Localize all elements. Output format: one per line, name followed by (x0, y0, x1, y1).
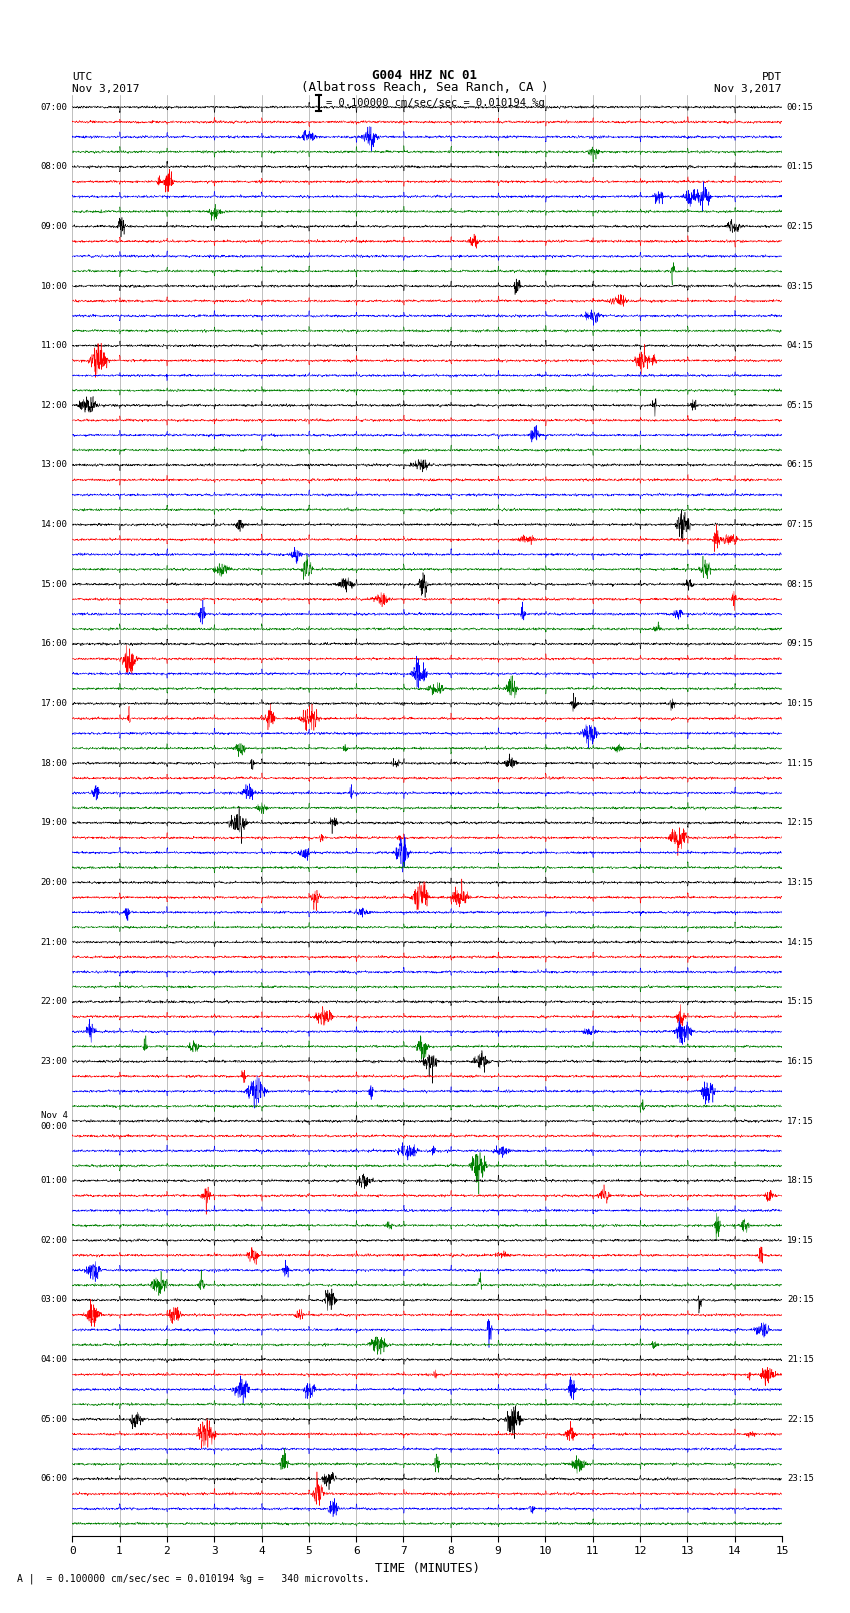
Text: Nov 3,2017: Nov 3,2017 (72, 84, 139, 94)
Text: UTC: UTC (72, 73, 93, 82)
Text: = 0.100000 cm/sec/sec = 0.010194 %g: = 0.100000 cm/sec/sec = 0.010194 %g (326, 98, 544, 108)
X-axis label: TIME (MINUTES): TIME (MINUTES) (375, 1561, 479, 1574)
Text: PDT: PDT (762, 73, 782, 82)
Text: Nov 3,2017: Nov 3,2017 (715, 84, 782, 94)
Text: G004 HHZ NC 01: G004 HHZ NC 01 (372, 69, 478, 82)
Text: A |  = 0.100000 cm/sec/sec = 0.010194 %g =   340 microvolts.: A | = 0.100000 cm/sec/sec = 0.010194 %g … (17, 1573, 370, 1584)
Text: (Albatross Reach, Sea Ranch, CA ): (Albatross Reach, Sea Ranch, CA ) (301, 81, 549, 94)
